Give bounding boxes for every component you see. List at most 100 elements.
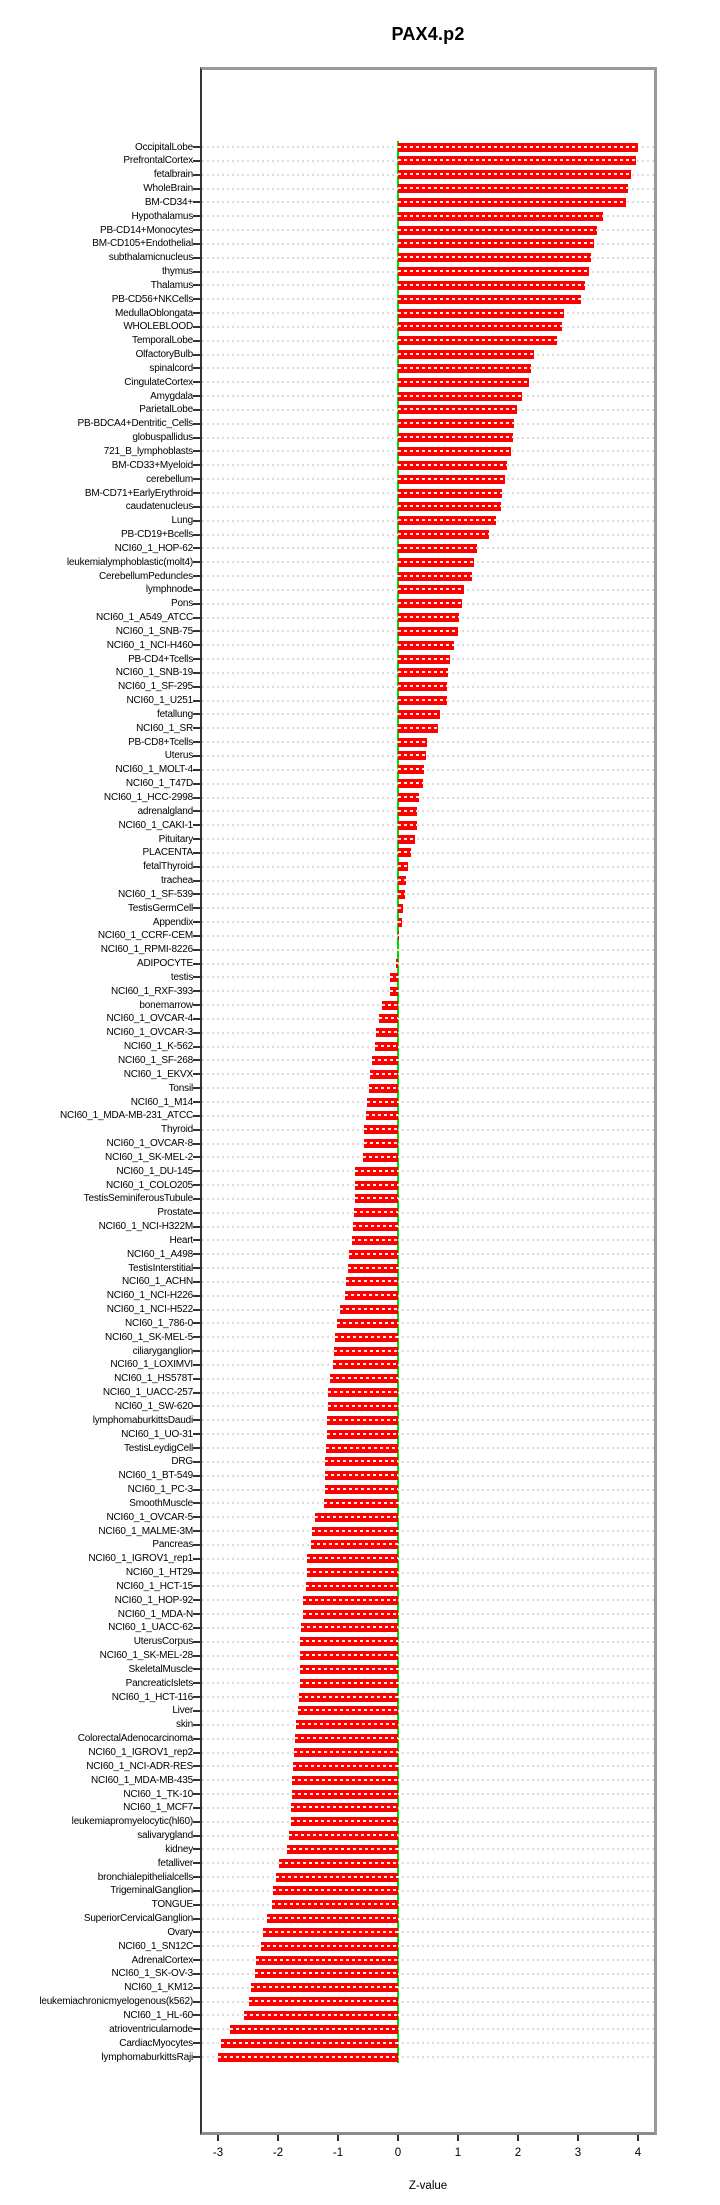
y-axis-label: NCI60_1_UACC-62 <box>108 1622 193 1634</box>
bar <box>344 1291 398 1301</box>
bar <box>398 765 424 775</box>
y-axis-tick <box>193 1377 201 1380</box>
y-axis-label: NCI60_1_HL-60 <box>123 2009 193 2021</box>
bar-hatch <box>375 1045 398 1048</box>
y-axis-tick <box>193 810 201 813</box>
bar <box>345 1277 398 1287</box>
bar <box>398 751 426 761</box>
bar <box>327 1401 398 1411</box>
bar-hatch <box>398 422 514 425</box>
bar-hatch <box>398 491 503 494</box>
y-axis-tick <box>193 2000 201 2003</box>
bar <box>354 1180 398 1190</box>
gridline <box>202 1806 654 1809</box>
y-axis-label: Amygdala <box>150 390 193 402</box>
bar-hatch <box>398 214 603 217</box>
y-axis-label: NCI60_1_HCT-15 <box>116 1580 193 1592</box>
bar <box>398 557 474 567</box>
y-axis-tick <box>193 1017 201 1020</box>
bar-hatch <box>327 1404 398 1407</box>
bar-hatch <box>398 560 474 563</box>
y-axis-label: NCI60_1_OVCAR-8 <box>106 1138 194 1150</box>
bar <box>398 709 440 719</box>
bar <box>290 1817 398 1827</box>
y-axis-label: NCI60_1_HT29 <box>125 1567 193 1579</box>
bar-hatch <box>398 796 419 798</box>
y-axis-label: PB-CD19+Bcells <box>121 529 193 541</box>
gridline <box>202 810 654 813</box>
bar <box>398 142 638 152</box>
bar <box>333 1346 398 1356</box>
bar-hatch <box>311 1529 398 1532</box>
y-axis-tick <box>193 1142 201 1145</box>
y-axis-tick <box>193 1031 201 1034</box>
y-axis-label: WholeBrain <box>143 183 193 195</box>
y-axis-label: Ovary <box>167 1926 193 1938</box>
bar <box>362 1152 398 1162</box>
bar <box>325 1471 398 1481</box>
gridline <box>202 1972 654 1975</box>
bar <box>376 1028 398 1038</box>
y-axis-label: thymus <box>161 266 193 278</box>
y-axis-label: globuspallidus <box>132 432 193 444</box>
y-axis-tick <box>193 492 201 494</box>
bar-hatch <box>300 1640 398 1643</box>
x-axis-tick <box>217 2135 219 2141</box>
bar-hatch <box>398 837 416 840</box>
y-axis-label: NCI60_1_SNB-19 <box>115 667 193 679</box>
y-axis-label: adrenalgland <box>137 805 194 817</box>
y-axis-label: SmoothMuscle <box>129 1497 193 1509</box>
bar-hatch <box>376 1031 398 1034</box>
bar <box>329 1374 398 1384</box>
bar <box>398 516 497 526</box>
bar-hatch <box>390 975 398 978</box>
y-axis-tick <box>193 312 201 315</box>
y-axis-label: AdrenalCortex <box>131 1954 194 1966</box>
y-axis-tick <box>193 1557 201 1560</box>
bar-hatch <box>300 1654 398 1657</box>
y-axis-label: TestisLeydigCell <box>123 1442 193 1454</box>
y-axis-tick <box>193 395 201 398</box>
y-axis-tick <box>193 1876 201 1879</box>
bar <box>398 322 563 332</box>
gridline <box>202 1280 654 1283</box>
y-axis-label: TestisSeminiferousTubule <box>83 1193 194 1205</box>
gridline <box>202 1640 654 1643</box>
bar <box>291 1789 398 1799</box>
y-axis-tick <box>193 1170 201 1173</box>
gridline <box>202 782 654 785</box>
bar <box>326 1429 398 1439</box>
bar <box>351 1235 398 1245</box>
bar-hatch <box>369 1086 398 1089</box>
y-axis-tick <box>193 1405 201 1408</box>
bar <box>314 1512 398 1522</box>
gridline <box>202 1460 654 1463</box>
bar-hatch <box>398 768 424 771</box>
bar-hatch <box>325 1474 398 1477</box>
gridline <box>202 2042 654 2045</box>
bar-hatch <box>398 879 407 882</box>
y-axis-label: Liver <box>172 1705 193 1717</box>
gridline <box>202 1986 654 1989</box>
x-axis-tick-label: 4 <box>634 2147 642 2159</box>
gridline <box>202 1751 654 1754</box>
gridline <box>202 1599 654 1602</box>
gridline <box>202 1363 654 1366</box>
bar-hatch <box>307 1557 398 1560</box>
gridline <box>202 1793 654 1796</box>
bar-hatch <box>339 1308 398 1311</box>
y-axis-tick <box>193 1101 201 1103</box>
bar-hatch <box>294 1751 398 1753</box>
bar <box>369 1069 398 1079</box>
bar <box>398 848 412 858</box>
y-axis-tick <box>193 1654 201 1657</box>
bar-hatch <box>324 1501 398 1504</box>
y-axis-tick <box>193 2042 201 2045</box>
x-axis-title: Z-value <box>408 2180 448 2192</box>
y-axis-label: NCI60_1_MDA-MB-435 <box>91 1774 193 1786</box>
x-axis-tick-label: 1 <box>454 2147 462 2159</box>
bar-hatch <box>398 339 557 342</box>
bar <box>389 986 398 996</box>
y-axis-tick <box>193 561 201 564</box>
y-axis-label: NCI60_1_TK-10 <box>123 1788 193 1800</box>
